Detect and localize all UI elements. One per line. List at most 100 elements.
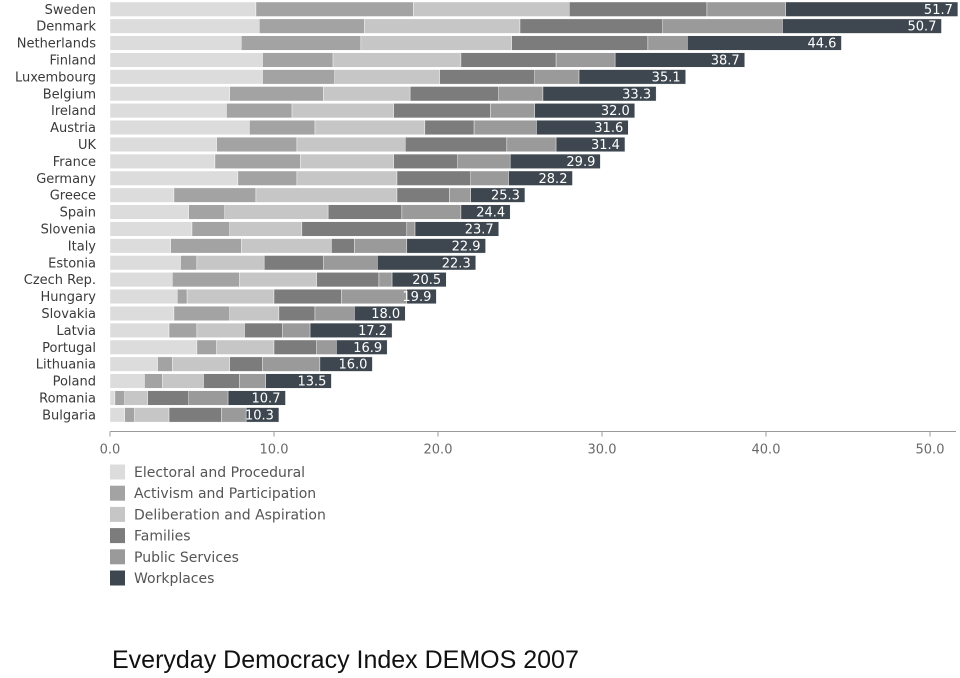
total-value-label: 51.7 bbox=[924, 3, 953, 18]
total-value-label: 16.0 bbox=[338, 358, 367, 373]
bar-segment-electoral bbox=[109, 69, 263, 85]
bar-segment-public bbox=[316, 339, 337, 355]
bar-segment-electoral bbox=[109, 18, 260, 34]
bar-segment-public bbox=[470, 170, 509, 186]
legend-swatch bbox=[110, 528, 125, 544]
x-tick-label: 50.0 bbox=[916, 443, 945, 458]
bar-segment-public bbox=[506, 136, 557, 152]
bar-segment-workplaces bbox=[614, 52, 745, 68]
bar-segment-electoral bbox=[109, 221, 193, 237]
legend-label: Deliberation and Aspiration bbox=[134, 507, 326, 523]
bar-segment-activism bbox=[173, 306, 230, 321]
bar-segment-deliberation bbox=[364, 18, 521, 34]
total-value-label: 17.2 bbox=[358, 324, 387, 339]
legend-item: Electoral and Procedural bbox=[110, 464, 305, 481]
bar-segment-electoral bbox=[109, 153, 216, 169]
country-label: Portugal bbox=[42, 341, 96, 356]
bar-segment-public bbox=[647, 35, 688, 51]
bar-segment-workplaces bbox=[542, 86, 657, 102]
legend-label: Public Services bbox=[134, 550, 239, 566]
legend-swatch bbox=[110, 570, 125, 586]
bar-segment-public bbox=[706, 1, 786, 17]
bar-segment-workplaces bbox=[555, 136, 626, 152]
total-value-label: 23.7 bbox=[465, 222, 494, 237]
bar-segment-families bbox=[424, 120, 475, 136]
bar-row-finland: Finland 38.7 bbox=[50, 52, 745, 68]
bar-segment-families bbox=[409, 86, 499, 102]
x-axis: 0.0 10.0 20.0 30.0 40.0 50.0 bbox=[100, 431, 956, 458]
bar-segment-workplaces bbox=[687, 35, 842, 51]
bar-segment-public bbox=[406, 221, 416, 237]
bar-segment-workplaces bbox=[406, 238, 486, 254]
bar-segment-public bbox=[401, 204, 462, 220]
bar-segment-electoral bbox=[109, 255, 181, 271]
country-label: Lithuania bbox=[36, 358, 96, 373]
bar-segment-activism bbox=[229, 86, 324, 102]
total-value-label: 10.3 bbox=[245, 408, 274, 423]
bar-segment-workplaces bbox=[377, 255, 476, 271]
bar-segment-workplaces bbox=[509, 153, 601, 169]
bar-segment-electoral bbox=[109, 204, 189, 220]
bar-segment-families bbox=[439, 69, 535, 85]
bar-row-slovenia: Slovenia 23.7 bbox=[41, 221, 499, 237]
bar-segment-deliberation bbox=[296, 136, 406, 152]
bar-segment-families bbox=[331, 238, 355, 254]
bar-segment-activism bbox=[191, 221, 230, 237]
bar-segment-workplaces bbox=[406, 289, 437, 304]
legend-item: Families bbox=[110, 528, 191, 545]
bar-segment-public bbox=[314, 306, 355, 321]
country-label: Romania bbox=[39, 391, 96, 406]
legend-label: Workplaces bbox=[134, 571, 214, 587]
bar-segment-families bbox=[273, 289, 342, 304]
bar-segment-families bbox=[301, 221, 408, 237]
country-label: Latvia bbox=[56, 324, 96, 339]
bar-segment-electoral bbox=[109, 306, 175, 321]
bar-segment-activism bbox=[262, 52, 334, 68]
bar-segment-public bbox=[449, 187, 472, 203]
bar-segment-deliberation bbox=[186, 289, 275, 304]
country-label: Poland bbox=[53, 375, 96, 390]
legend-swatch bbox=[110, 464, 125, 480]
total-value-label: 22.9 bbox=[452, 239, 481, 254]
bar-segment-deliberation bbox=[314, 120, 426, 136]
total-value-label: 22.3 bbox=[442, 256, 471, 271]
bar-segment-electoral bbox=[109, 356, 158, 372]
bar-segment-workplaces bbox=[227, 390, 286, 406]
bar-segment-activism bbox=[259, 18, 365, 34]
bar-segment-workplaces bbox=[508, 170, 573, 186]
bar-segment-workplaces bbox=[309, 322, 393, 338]
bar-segment-families bbox=[278, 306, 316, 321]
legend-swatch bbox=[110, 506, 125, 522]
total-value-label: 44.6 bbox=[807, 37, 836, 52]
bar-segment-public bbox=[262, 356, 321, 372]
chart-caption: Everyday Democracy Index DEMOS 2007 bbox=[112, 646, 579, 674]
bar-segment-activism bbox=[237, 170, 298, 186]
bar-segment-deliberation bbox=[291, 103, 394, 119]
total-value-label: 19.9 bbox=[402, 290, 431, 305]
bar-row-bulgaria: Bulgaria 10.3 bbox=[42, 407, 280, 423]
bar-segment-families bbox=[393, 103, 491, 119]
bar-row-poland: Poland 13.5 bbox=[53, 373, 332, 390]
country-label: Netherlands bbox=[17, 37, 96, 52]
bar-row-romania: Romania 10.7 bbox=[39, 390, 286, 406]
bar-segment-workplaces bbox=[245, 407, 280, 423]
legend-swatch bbox=[110, 549, 125, 565]
total-value-label: 20.5 bbox=[412, 273, 441, 288]
bar-segment-public bbox=[221, 407, 247, 423]
bar-segment-workplaces bbox=[354, 306, 406, 321]
country-label: Sweden bbox=[45, 3, 96, 18]
bar-segment-workplaces bbox=[319, 356, 373, 372]
x-tick-label: 40.0 bbox=[752, 443, 781, 458]
legend-label: Activism and Participation bbox=[134, 486, 316, 502]
bar-segment-workplaces bbox=[414, 221, 499, 237]
bar-segment-families bbox=[511, 35, 649, 51]
bar-segment-activism bbox=[144, 373, 163, 389]
bar-row-sweden: Sweden 51.7 bbox=[45, 1, 959, 18]
legend-label: Families bbox=[134, 529, 191, 545]
x-tick-label: 10.0 bbox=[260, 443, 289, 458]
bar-segment-electoral bbox=[109, 1, 257, 17]
bar-segment-workplaces bbox=[391, 272, 447, 288]
bar-segment-electoral bbox=[109, 407, 125, 423]
country-label: Finland bbox=[50, 53, 96, 68]
bar-segment-electoral bbox=[109, 52, 263, 68]
